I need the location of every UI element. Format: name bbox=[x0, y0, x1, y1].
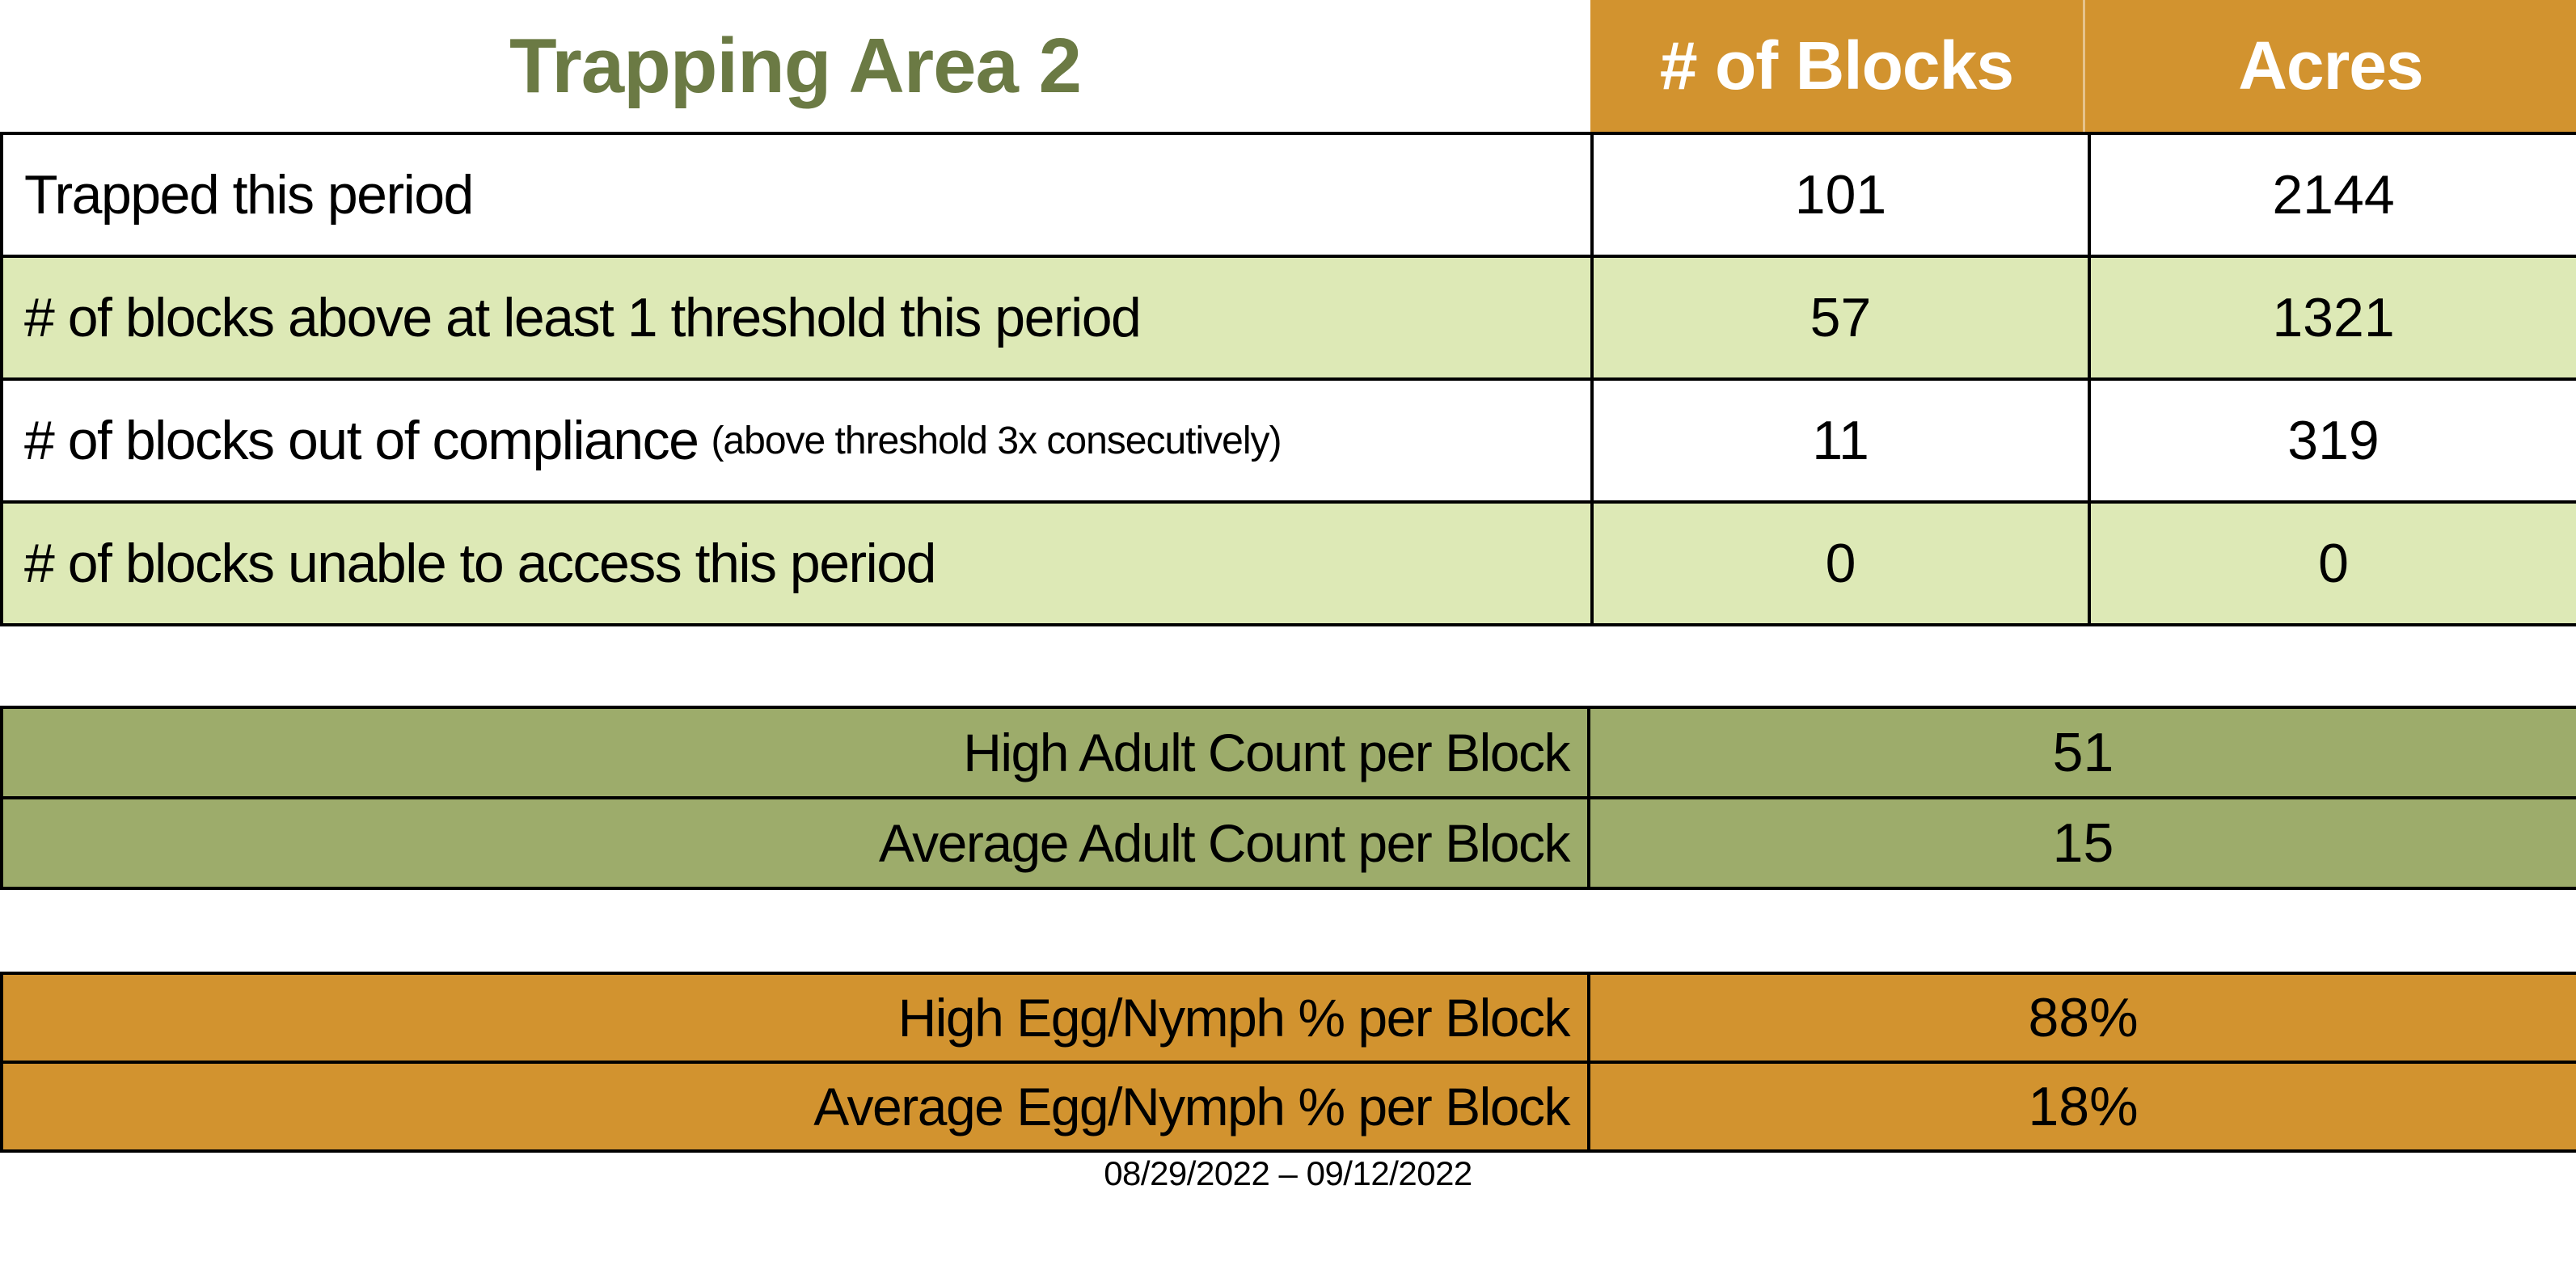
row-value: 51 bbox=[2052, 722, 2114, 783]
egg-nymph-section: High Egg/Nymph % per Block 88% Average E… bbox=[0, 972, 2576, 1153]
high-adult-count-row: High Adult Count per Block 51 bbox=[3, 709, 2576, 799]
column-header-acres: Acres bbox=[2083, 0, 2576, 132]
row-label: Average Egg/Nymph % per Block bbox=[3, 1064, 1590, 1149]
row-label: High Adult Count per Block bbox=[3, 709, 1590, 796]
blocks-value: 57 bbox=[1590, 258, 2088, 377]
row-label-note: (above threshold 3x consecutively) bbox=[711, 419, 1282, 462]
blocks-value: 101 bbox=[1590, 135, 2088, 255]
title-cell: Trapping Area 2 bbox=[0, 0, 1590, 132]
row-value: 15 bbox=[2052, 812, 2114, 874]
main-table: Trapped this period 101 2144 # of blocks… bbox=[0, 132, 2576, 626]
table-row-out-of-compliance: # of blocks out of compliance (above thr… bbox=[3, 381, 2576, 504]
row-label: # of blocks unable to access this period bbox=[3, 504, 1590, 623]
row-label-text: # of blocks above at least 1 threshold t… bbox=[24, 287, 1142, 348]
high-egg-nymph-row: High Egg/Nymph % per Block 88% bbox=[3, 975, 2576, 1064]
row-label: Trapped this period bbox=[3, 135, 1590, 255]
row-label-text: # of blocks unable to access this period bbox=[24, 533, 936, 594]
acres-value: 1321 bbox=[2088, 258, 2576, 377]
row-value: 18% bbox=[2028, 1076, 2139, 1137]
row-label: Average Adult Count per Block bbox=[3, 799, 1590, 887]
acres-value: 0 bbox=[2088, 504, 2576, 623]
page-title: Trapping Area 2 bbox=[509, 22, 1082, 109]
header-row: Trapping Area 2 # of Blocks Acres bbox=[0, 0, 2576, 132]
row-label-text: Trapped this period bbox=[24, 164, 474, 226]
table-row-unable-to-access: # of blocks unable to access this period… bbox=[3, 504, 2576, 626]
average-egg-nymph-row: Average Egg/Nymph % per Block 18% bbox=[3, 1064, 2576, 1153]
date-range: 08/29/2022 – 09/12/2022 bbox=[1104, 1154, 1472, 1192]
adult-count-section: High Adult Count per Block 51 Average Ad… bbox=[0, 706, 2576, 890]
average-adult-count-row: Average Adult Count per Block 15 bbox=[3, 799, 2576, 890]
acres-value: 2144 bbox=[2088, 135, 2576, 255]
column-header-blocks: # of Blocks bbox=[1590, 0, 2083, 132]
row-value: 88% bbox=[2028, 987, 2139, 1048]
blocks-value: 11 bbox=[1590, 381, 2088, 500]
table-row-trapped: Trapped this period 101 2144 bbox=[3, 135, 2576, 258]
blocks-value: 0 bbox=[1590, 504, 2088, 623]
row-label-text: # of blocks out of compliance bbox=[24, 410, 699, 471]
row-label: # of blocks above at least 1 threshold t… bbox=[3, 258, 1590, 377]
table-row-above-threshold: # of blocks above at least 1 threshold t… bbox=[3, 258, 2576, 381]
row-label: # of blocks out of compliance (above thr… bbox=[3, 381, 1590, 500]
acres-value: 319 bbox=[2088, 381, 2576, 500]
row-label: High Egg/Nymph % per Block bbox=[3, 975, 1590, 1061]
